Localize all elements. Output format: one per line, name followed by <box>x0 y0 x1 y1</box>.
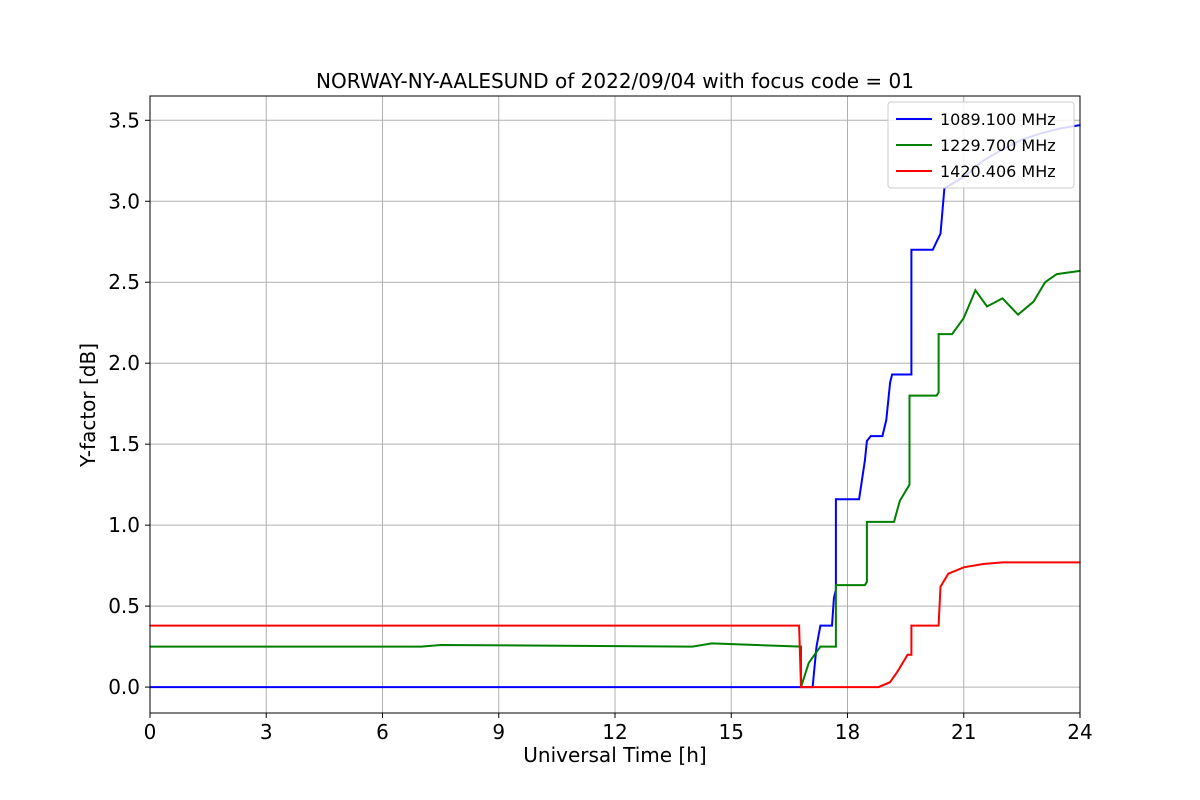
data-point <box>931 249 934 251</box>
y-tick-label: 3.5 <box>108 108 140 132</box>
data-point <box>889 681 891 684</box>
x-tick-label: 6 <box>376 720 389 744</box>
data-point <box>1044 281 1046 284</box>
data-point <box>1055 273 1058 275</box>
data-point <box>877 686 880 688</box>
data-point <box>937 333 940 335</box>
data-point <box>974 289 977 292</box>
data-point <box>889 381 891 384</box>
data-point <box>982 563 984 565</box>
data-point <box>893 521 895 523</box>
data-point <box>910 249 913 251</box>
x-tick-label: 15 <box>719 720 744 744</box>
data-point <box>885 419 888 421</box>
data-point <box>800 686 802 688</box>
data-point <box>711 642 713 645</box>
x-tick-label: 9 <box>492 720 505 744</box>
y-tick-label: 0.0 <box>108 675 140 699</box>
chart-title: NORWAY-NY-AALESUND of 2022/09/04 with fo… <box>316 69 914 93</box>
data-point <box>439 644 442 646</box>
y-axis: 0.0 0.5 1.0 1.5 2.0 2.5 3.0 3.5 <box>108 108 150 699</box>
data-point <box>833 597 835 599</box>
data-point <box>691 645 694 648</box>
y-tick-label: 1.5 <box>108 432 140 456</box>
data-point <box>866 440 868 442</box>
data-point <box>864 459 866 462</box>
data-point <box>1021 561 1023 564</box>
x-axis-label: Universal Time [h] <box>523 743 706 767</box>
data-point <box>937 391 940 394</box>
data-point <box>962 317 965 319</box>
legend-label: 1420.406 MHz <box>940 162 1056 181</box>
data-point <box>910 373 913 376</box>
data-point <box>899 500 901 502</box>
data-point <box>869 435 872 437</box>
data-point <box>939 232 942 235</box>
data-point <box>835 498 837 501</box>
data-point <box>908 483 911 486</box>
data-point <box>939 585 942 588</box>
data-point <box>850 498 853 501</box>
data-point <box>947 572 950 575</box>
data-point <box>891 373 893 376</box>
data-point <box>420 645 423 648</box>
legend-label: 1229.700 MHz <box>940 136 1056 155</box>
x-tick-label: 21 <box>951 720 976 744</box>
y-tick-label: 2.5 <box>108 270 140 294</box>
y-tick-label: 1.0 <box>108 513 140 537</box>
data-point <box>866 521 868 523</box>
data-point <box>819 624 822 627</box>
data-point <box>858 498 860 501</box>
data-point <box>815 645 818 648</box>
x-tick-label: 3 <box>260 720 273 744</box>
y-axis-label: Y-factor [dB] <box>76 343 100 468</box>
data-point <box>897 670 899 672</box>
legend: 1089.100 MHz 1229.700 MHz 1420.406 MHz <box>887 101 1075 189</box>
data-point <box>962 566 965 569</box>
legend-label: 1089.100 MHz <box>940 110 1056 129</box>
data-point <box>1001 561 1004 564</box>
x-tick-label: 12 <box>602 720 627 744</box>
data-point <box>951 333 953 335</box>
data-point <box>1001 297 1004 300</box>
y-tick-label: 3.0 <box>108 189 140 213</box>
data-point <box>835 645 837 648</box>
data-point <box>986 305 988 308</box>
data-point <box>1040 561 1043 564</box>
data-point <box>908 394 911 397</box>
data-point <box>906 653 909 656</box>
data-point <box>835 584 837 586</box>
data-point <box>908 373 911 376</box>
legend-box <box>887 101 1075 189</box>
y-tick-label: 0.5 <box>108 594 140 618</box>
data-point <box>827 686 829 688</box>
data-point <box>881 435 884 437</box>
data-point <box>910 624 913 627</box>
data-point <box>807 661 810 664</box>
data-point <box>831 624 833 627</box>
data-point <box>1032 300 1035 303</box>
x-tick-label: 0 <box>144 720 157 744</box>
data-point <box>910 653 913 656</box>
x-axis: 0 3 6 9 12 15 18 21 24 <box>144 713 1093 744</box>
data-point <box>819 645 822 648</box>
data-point <box>937 624 940 627</box>
data-point <box>866 581 868 583</box>
data-point <box>935 394 938 397</box>
data-point <box>798 624 800 627</box>
data-point <box>864 584 866 586</box>
x-tick-label: 24 <box>1067 720 1092 744</box>
x-tick-label: 18 <box>835 720 860 744</box>
y-tick-label: 2.0 <box>108 351 140 375</box>
data-point <box>935 240 938 243</box>
data-point <box>1017 313 1019 316</box>
